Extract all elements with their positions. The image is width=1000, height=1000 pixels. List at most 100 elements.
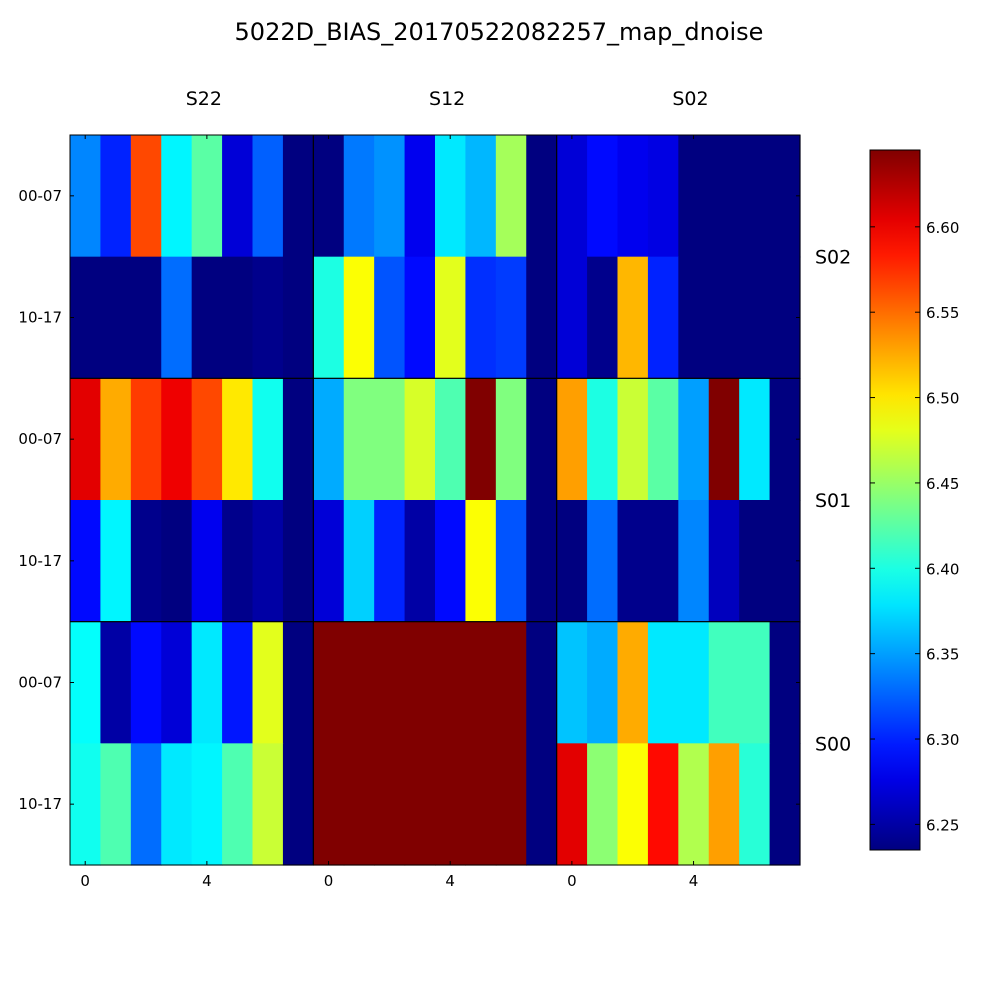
colorbar-tick-label: 6.50 xyxy=(926,390,959,408)
heatmap-cell xyxy=(495,378,527,501)
heatmap-cell xyxy=(282,378,314,501)
heatmap-cell xyxy=(191,743,223,866)
heatmap-cell xyxy=(526,500,558,623)
heatmap-cell xyxy=(374,135,406,258)
heatmap-cell xyxy=(647,256,679,379)
heatmap-cell xyxy=(191,256,223,379)
heatmap-cell xyxy=(282,621,314,744)
y-tick-label: 00-07 xyxy=(18,187,62,205)
heatmap-cell xyxy=(161,135,193,258)
column-label: S02 xyxy=(672,88,708,110)
heatmap-cell xyxy=(739,135,771,258)
heatmap-cell xyxy=(435,135,467,258)
heatmap-cell xyxy=(769,378,801,501)
heatmap-cell xyxy=(739,621,771,744)
heatmap-cell xyxy=(495,135,527,258)
heatmap-cell xyxy=(465,135,497,258)
heatmap-cell xyxy=(313,743,345,866)
heatmap-cell xyxy=(617,743,649,866)
heatmap-cell xyxy=(617,621,649,744)
panel-frame xyxy=(556,621,801,866)
x-tick-label: 0 xyxy=(324,872,334,890)
heatmap-cell xyxy=(526,378,558,501)
heatmap-cell xyxy=(313,378,345,501)
heatmap-cell xyxy=(282,135,314,258)
heatmap-cell xyxy=(587,135,619,258)
heatmap-cell xyxy=(526,743,558,866)
heatmap-cell xyxy=(222,135,254,258)
heatmap-cell xyxy=(100,378,132,501)
heatmap-cell xyxy=(161,743,193,866)
heatmap-cell xyxy=(130,256,162,379)
colorbar-tick-label: 6.55 xyxy=(926,304,959,322)
heatmap-cell xyxy=(70,621,102,744)
colorbar-gradient xyxy=(869,149,921,851)
colorbar-tick-label: 6.35 xyxy=(926,646,959,664)
heatmap-cell xyxy=(404,378,436,501)
heatmap-cell xyxy=(161,256,193,379)
row-label: S02 xyxy=(815,247,851,269)
heatmap-cell xyxy=(708,135,740,258)
heatmap-cell xyxy=(70,500,102,623)
heatmap-cell xyxy=(617,378,649,501)
heatmap-cell xyxy=(191,500,223,623)
heatmap-cells xyxy=(70,135,801,866)
heatmap-cell xyxy=(708,500,740,623)
heatmap-cell xyxy=(404,743,436,866)
heatmap-cell xyxy=(587,621,619,744)
heatmap-cell xyxy=(435,621,467,744)
heatmap-cell xyxy=(191,135,223,258)
heatmap-cell xyxy=(161,621,193,744)
heatmap-cell xyxy=(374,500,406,623)
colorbar-tick-label: 6.25 xyxy=(926,816,959,834)
heatmap-cell xyxy=(465,500,497,623)
heatmap-cell xyxy=(678,743,710,866)
heatmap-cell xyxy=(556,743,588,866)
axis-ticks xyxy=(70,135,800,865)
heatmap-cell xyxy=(282,256,314,379)
x-tick-label: 4 xyxy=(445,872,455,890)
heatmap-cell xyxy=(769,135,801,258)
heatmap-cell xyxy=(374,621,406,744)
heatmap-cell xyxy=(769,256,801,379)
heatmap-cell xyxy=(404,256,436,379)
heatmap-cell xyxy=(282,500,314,623)
heatmap-cell xyxy=(191,621,223,744)
heatmap-cell xyxy=(70,135,102,258)
heatmap-cell xyxy=(678,500,710,623)
heatmap-cell xyxy=(647,378,679,501)
heatmap-cell xyxy=(465,621,497,744)
heatmap-cell xyxy=(587,256,619,379)
heatmap-cell xyxy=(708,621,740,744)
heatmap-cell xyxy=(708,378,740,501)
heatmap-cell xyxy=(435,256,467,379)
y-tick-label: 10-17 xyxy=(18,795,62,813)
heatmap-cell xyxy=(222,256,254,379)
axis-labels: 00-07 10-17 00-07 10-17 00-07 10-17 0 4 0 4 0 4 S22 S… xyxy=(18,88,851,890)
heatmap-cell xyxy=(739,256,771,379)
heatmap-cell xyxy=(374,378,406,501)
heatmap-cell xyxy=(100,135,132,258)
heatmap-cell xyxy=(70,378,102,501)
y-tick-label: 10-17 xyxy=(18,552,62,570)
heatmap-cell xyxy=(252,500,284,623)
heatmap-cell xyxy=(556,500,588,623)
heatmap-cell xyxy=(769,743,801,866)
x-tick-label: 4 xyxy=(689,872,699,890)
heatmap-cell xyxy=(617,135,649,258)
heatmap-cell xyxy=(252,135,284,258)
heatmap-cell xyxy=(647,621,679,744)
heatmap-cell xyxy=(222,378,254,501)
heatmap-cell xyxy=(404,621,436,744)
heatmap-cell xyxy=(343,743,375,866)
heatmap-cell xyxy=(617,256,649,379)
colorbar-tick-label: 6.40 xyxy=(926,560,959,578)
heatmap-cell xyxy=(374,743,406,866)
heatmap-cell xyxy=(678,621,710,744)
heatmap-cell xyxy=(526,256,558,379)
heatmap-cell xyxy=(222,621,254,744)
row-label: S00 xyxy=(815,733,851,755)
heatmap-cell xyxy=(587,500,619,623)
heatmap-cell xyxy=(100,500,132,623)
